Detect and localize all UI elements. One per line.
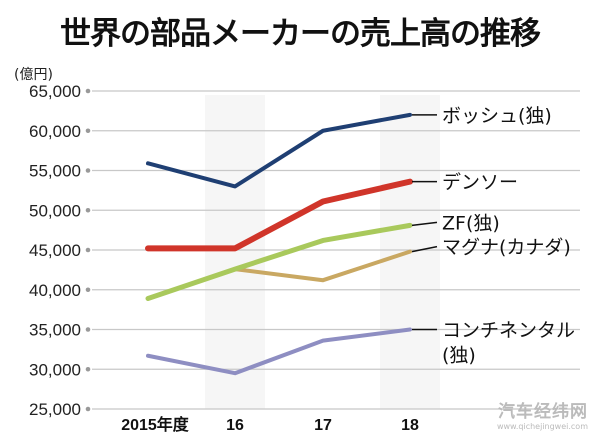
y-tick-dot — [85, 88, 91, 94]
x-tick-label: 16 — [226, 417, 244, 434]
series-line — [146, 249, 412, 301]
y-tick-dot — [85, 287, 91, 293]
y-tick-label: 40,000 — [29, 281, 81, 300]
series-line — [146, 327, 412, 376]
y-tick-label: 45,000 — [29, 241, 81, 260]
y-tick-dot — [85, 406, 91, 412]
column-shade — [205, 95, 265, 409]
y-tick-dot — [85, 327, 91, 332]
y-tick-dot — [85, 207, 91, 213]
y-tick-label: 50,000 — [29, 201, 81, 220]
y-tick-label: 60,000 — [29, 122, 81, 141]
y-tick-dot — [85, 366, 91, 372]
series-label-line2: (独) — [442, 345, 476, 367]
y-tick-dot — [85, 128, 91, 134]
series-label: コンチネンタル — [442, 320, 575, 342]
x-tick-label: 2015年度 — [121, 415, 190, 434]
series-label: ZF(独) — [442, 212, 500, 234]
leader-line — [411, 245, 438, 253]
watermark: 汽车经纬网 www.qichejingwei.com — [497, 397, 588, 431]
y-tick-label: 30,000 — [29, 360, 81, 379]
series-label: マグナ(カナダ) — [442, 237, 571, 259]
watermark-url: www.qichejingwei.com — [496, 422, 588, 431]
watermark-main: 汽车经纬网 — [498, 402, 588, 422]
leader-line — [411, 221, 438, 227]
y-tick-dot — [85, 168, 91, 173]
series-line — [146, 112, 412, 189]
series-label: ボッシュ(独) — [442, 105, 552, 127]
x-tick-label: 18 — [401, 417, 419, 434]
y-tick-label: 55,000 — [29, 162, 81, 181]
y-tick-label: 35,000 — [29, 321, 81, 340]
x-tick-label: 17 — [314, 417, 332, 434]
chart-title: 世界の部品メーカーの売上高の推移 — [60, 16, 541, 52]
y-axis-unit: (億円) — [14, 67, 53, 83]
series-line — [145, 222, 413, 301]
y-tick-label: 65,000 — [29, 82, 81, 101]
series-label: デンソー — [442, 172, 518, 194]
y-tick-label: 25,000 — [29, 400, 81, 419]
y-tick-dot — [85, 247, 91, 253]
series-line — [145, 178, 413, 252]
